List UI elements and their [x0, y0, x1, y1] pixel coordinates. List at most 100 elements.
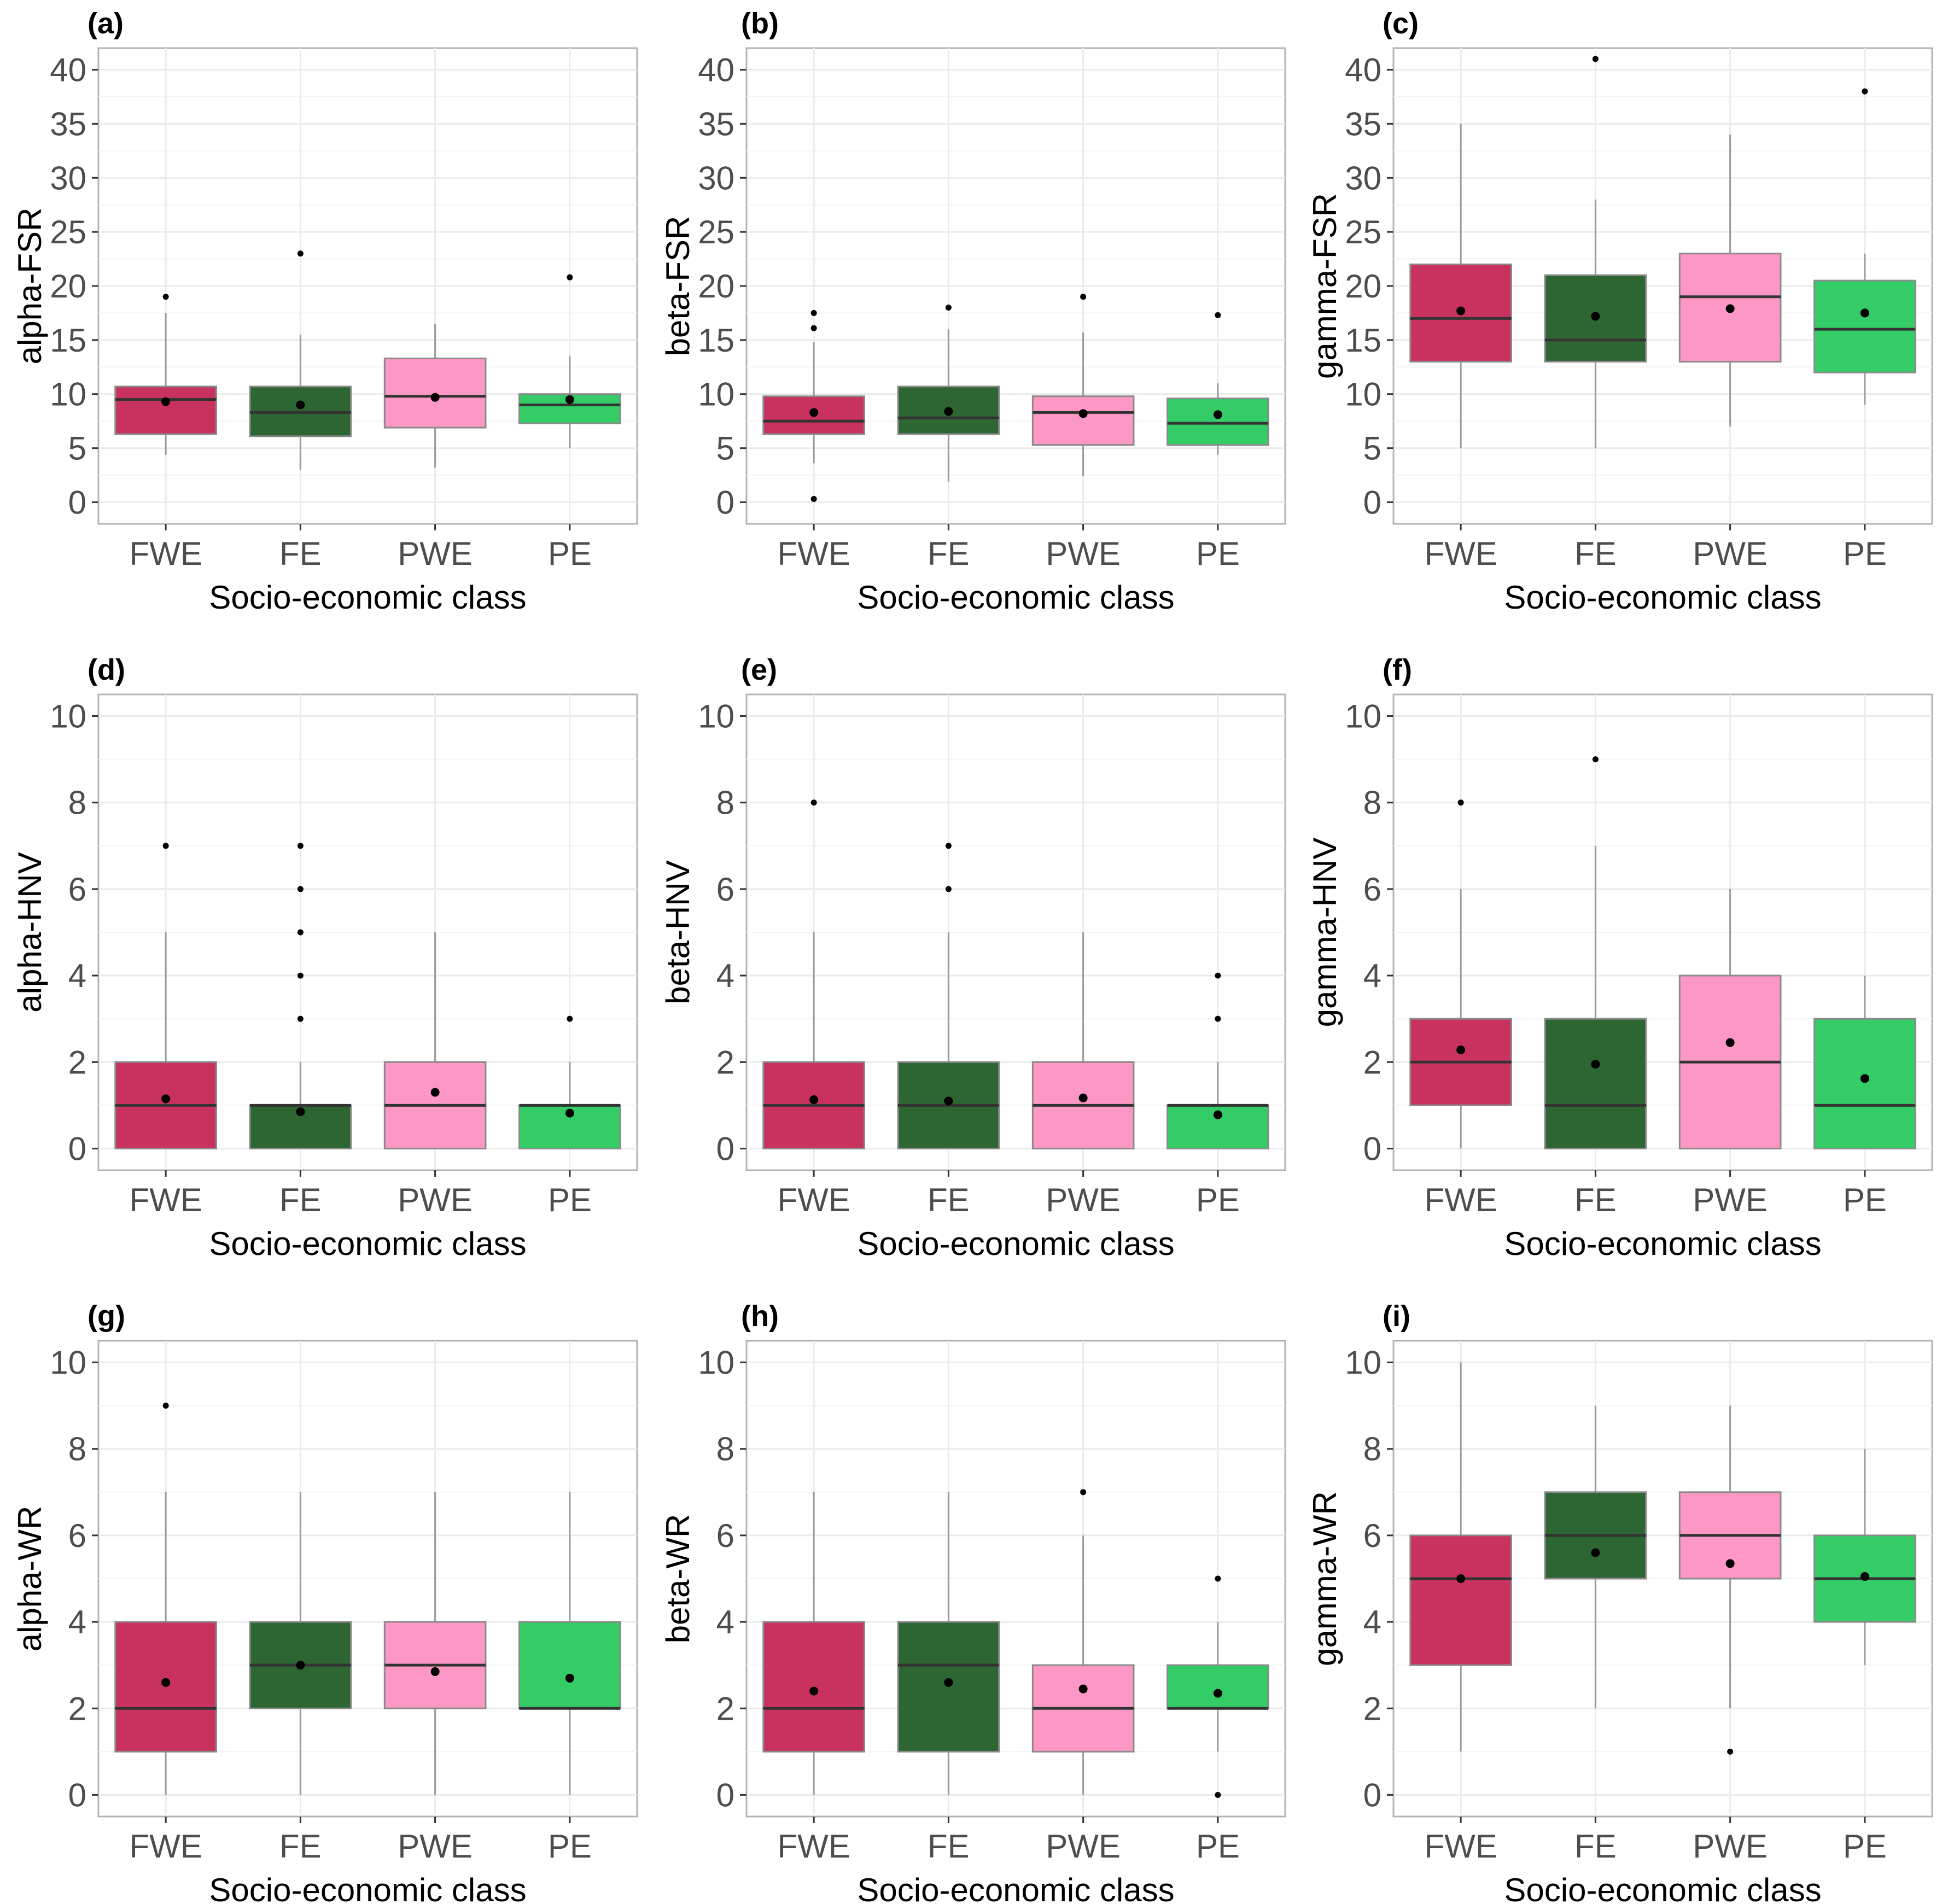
mean-point-FE — [1591, 1548, 1600, 1557]
x-tick-label: PWE — [1046, 1828, 1121, 1865]
panel-tag: (c) — [1383, 7, 1419, 40]
y-tick-label: 35 — [50, 106, 86, 142]
y-tick-label: 8 — [716, 785, 734, 821]
mean-point-FWE — [1456, 306, 1466, 316]
panel-g: 0 2 4 6 8 10 FWE FE PWE PE Socio-economic class alp… — [11, 1300, 638, 1904]
y-tick-label: 0 — [68, 1777, 86, 1813]
mean-point-PWE — [1078, 1684, 1088, 1693]
y-tick-label: 8 — [1363, 1431, 1381, 1468]
mean-point-PE — [565, 1673, 574, 1683]
mean-point-PWE — [1725, 1559, 1735, 1568]
y-tick-label: 10 — [1345, 1345, 1381, 1381]
y-axis-title: gamma-WR — [1307, 1491, 1343, 1666]
y-tick-label: 25 — [50, 214, 86, 250]
y-axis-title: beta-FSR — [660, 216, 696, 357]
y-tick-label: 8 — [68, 1431, 86, 1468]
y-tick-label: 25 — [698, 214, 734, 250]
outlier-point-FWE — [810, 325, 817, 331]
mean-point-PWE — [1078, 1093, 1088, 1102]
x-tick-label: FWE — [777, 535, 850, 572]
y-tick-label: 0 — [716, 1130, 734, 1167]
y-tick-label: 10 — [1345, 698, 1381, 735]
x-tick-label: PE — [548, 1182, 592, 1218]
panel-tag: (a) — [88, 7, 124, 40]
y-tick-label: 6 — [716, 871, 734, 908]
mean-point-FE — [296, 1661, 305, 1670]
panel-h: 0 2 4 6 8 10 FWE FE PWE PE Socio-economic class bet… — [660, 1300, 1286, 1904]
box-PWE — [1031, 395, 1135, 446]
y-tick-label: 35 — [698, 106, 734, 142]
x-tick-label: FE — [928, 535, 970, 572]
y-tick-label: 6 — [1363, 1517, 1381, 1554]
x-tick-label: PE — [1196, 1182, 1240, 1218]
y-tick-label: 5 — [68, 430, 86, 467]
x-axis-title: Socio-economic class — [857, 1872, 1174, 1904]
x-tick-label: PWE — [1046, 1182, 1121, 1218]
y-tick-label: 6 — [716, 1517, 734, 1554]
y-tick-label: 40 — [1345, 52, 1381, 89]
box-PE — [1813, 1018, 1916, 1149]
outlier-point-FE — [297, 929, 304, 936]
x-tick-label: FE — [279, 1828, 322, 1865]
mean-point-FE — [944, 407, 953, 416]
x-tick-label: FWE — [129, 535, 202, 572]
outlier-point-FWE — [810, 496, 817, 503]
y-tick-label: 2 — [68, 1044, 86, 1081]
box-FWE — [114, 1621, 217, 1753]
x-axis-title: Socio-economic class — [209, 1872, 526, 1904]
y-tick-label: 4 — [1363, 957, 1381, 994]
y-tick-label: 0 — [68, 1130, 86, 1167]
panel-tag: (b) — [741, 7, 779, 40]
box-PE — [518, 1621, 621, 1709]
outlier-point-PWE — [1727, 1748, 1734, 1755]
y-tick-label: 15 — [50, 322, 86, 359]
y-tick-label: 6 — [1363, 871, 1381, 908]
x-tick-label: FWE — [129, 1828, 202, 1865]
outlier-point-PE — [567, 1015, 573, 1022]
y-tick-label: 4 — [68, 1604, 86, 1640]
x-tick-label: FE — [279, 1182, 322, 1218]
mean-point-FWE — [809, 1686, 819, 1696]
panel-tag: (f) — [1383, 653, 1412, 686]
y-tick-label: 2 — [716, 1044, 734, 1081]
box-FWE — [114, 386, 217, 435]
y-tick-label: 0 — [1363, 1130, 1381, 1167]
y-tick-label: 40 — [698, 52, 734, 89]
outlier-point-PE — [567, 274, 573, 281]
x-tick-label: FE — [1574, 535, 1617, 572]
y-tick-label: 6 — [68, 1517, 86, 1554]
mean-point-PWE — [1078, 409, 1088, 418]
y-tick-label: 8 — [716, 1431, 734, 1468]
x-tick-label: PWE — [1693, 1828, 1768, 1865]
y-tick-label: 8 — [68, 785, 86, 821]
x-tick-label: FWE — [777, 1828, 850, 1865]
x-tick-label: PWE — [398, 1182, 473, 1218]
y-tick-label: 10 — [698, 376, 734, 413]
panel-tag: (e) — [741, 653, 777, 686]
mean-point-PE — [565, 395, 574, 404]
x-tick-label: FWE — [129, 1182, 202, 1218]
box-PE — [1167, 398, 1269, 446]
panel-f: 0 2 4 6 8 10 FWE FE PWE PE Socio-economic class gam… — [1307, 653, 1933, 1262]
outlier-point-FE — [297, 886, 304, 892]
y-tick-label: 0 — [716, 1777, 734, 1813]
y-tick-label: 5 — [716, 430, 734, 467]
mean-point-PWE — [1725, 1038, 1735, 1047]
outlier-point-FE — [297, 250, 304, 257]
mean-point-FE — [1591, 1060, 1600, 1069]
y-tick-label: 2 — [68, 1690, 86, 1727]
outlier-point-FE — [1592, 756, 1599, 763]
y-tick-label: 4 — [1363, 1604, 1381, 1640]
y-axis-title: gamma-FSR — [1307, 193, 1343, 379]
outlier-point-FE — [297, 843, 304, 849]
y-tick-label: 2 — [716, 1690, 734, 1727]
x-tick-label: PE — [1196, 535, 1240, 572]
mean-point-PWE — [1725, 304, 1735, 313]
x-axis-title: Socio-economic class — [857, 1225, 1174, 1262]
y-tick-label: 35 — [1345, 106, 1381, 142]
outlier-point-FE — [945, 886, 952, 892]
mean-point-FE — [944, 1096, 953, 1106]
x-tick-label: FE — [1574, 1828, 1617, 1865]
y-axis-title: alpha-FSR — [11, 208, 48, 365]
